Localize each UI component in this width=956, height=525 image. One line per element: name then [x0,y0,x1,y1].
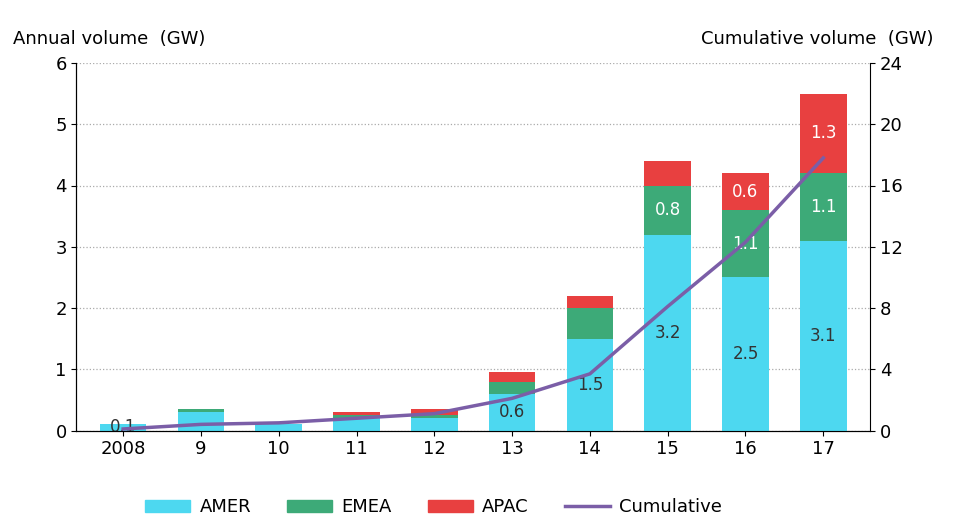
Bar [567,296,613,308]
Text: 2.5: 2.5 [732,345,759,363]
Legend: AMER, EMEA, APAC, Cumulative: AMER, EMEA, APAC, Cumulative [138,491,729,523]
Text: Cumulative volume  (GW): Cumulative volume (GW) [701,30,933,48]
Bar [334,415,380,418]
Bar [334,412,380,415]
Bar [178,409,225,412]
Text: 1.5: 1.5 [576,375,603,394]
Bar [489,394,535,430]
Bar [800,240,847,430]
Text: 0.1: 0.1 [110,418,137,436]
Bar [489,382,535,394]
Bar [722,173,769,210]
Bar [800,173,847,240]
Bar [644,185,691,235]
Text: 3.2: 3.2 [655,323,681,341]
Text: 1.3: 1.3 [810,124,836,142]
Bar [644,161,691,185]
Text: 3.1: 3.1 [810,327,836,344]
Bar [99,424,146,430]
Bar [722,210,769,277]
Text: 1.1: 1.1 [810,198,836,216]
Bar [722,277,769,430]
Bar [411,415,458,418]
Bar [800,93,847,173]
Text: 0.8: 0.8 [655,201,681,219]
Text: 1.1: 1.1 [732,235,759,253]
Bar [567,308,613,339]
Bar [255,424,302,430]
Bar [411,409,458,415]
Bar [334,418,380,430]
Bar [411,418,458,430]
Text: 0.6: 0.6 [499,403,525,421]
Bar [489,372,535,382]
Bar [644,235,691,430]
Bar [567,339,613,430]
Bar [178,412,225,430]
Text: Annual volume  (GW): Annual volume (GW) [13,30,206,48]
Text: 0.6: 0.6 [732,183,759,201]
